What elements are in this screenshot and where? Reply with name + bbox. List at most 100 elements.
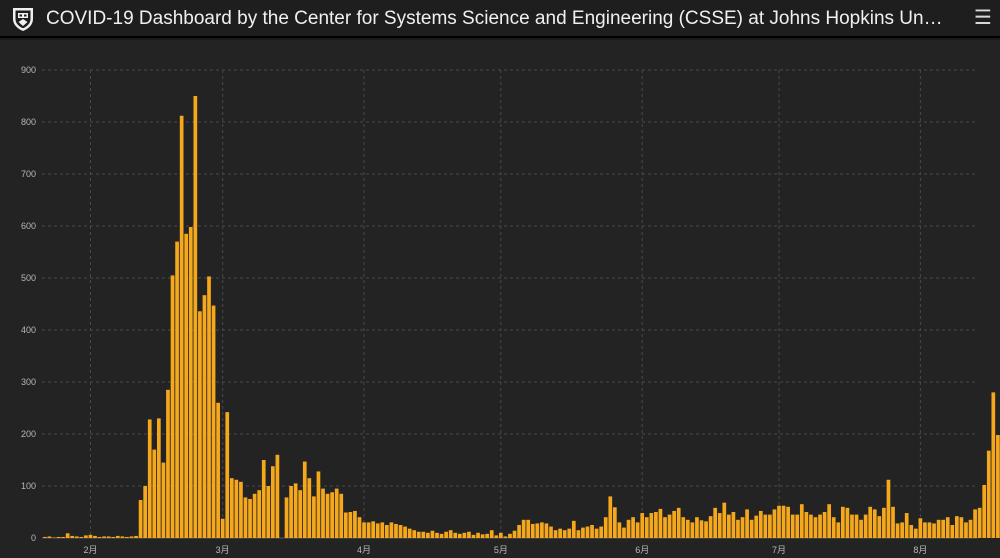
bar	[284, 497, 289, 538]
bar	[489, 530, 494, 538]
bar	[540, 522, 544, 538]
bar	[781, 505, 786, 538]
bar	[426, 532, 430, 538]
bar	[640, 513, 645, 538]
bar	[380, 522, 385, 538]
y-tick-label: 300	[21, 377, 36, 387]
bar	[813, 517, 818, 538]
bar	[932, 523, 936, 538]
bar	[485, 533, 490, 538]
bar	[799, 504, 804, 538]
bar	[65, 533, 70, 538]
bar	[685, 519, 690, 538]
bar	[754, 515, 759, 538]
bar	[216, 402, 220, 538]
bar	[316, 471, 321, 538]
bar	[348, 512, 353, 538]
bar	[526, 519, 531, 538]
bar	[115, 535, 120, 538]
bar	[918, 518, 923, 538]
bar	[699, 520, 704, 538]
bar	[207, 276, 211, 538]
bar	[758, 510, 763, 538]
bar	[421, 531, 426, 538]
bar	[120, 536, 125, 538]
bar	[891, 506, 895, 538]
bar	[234, 479, 239, 538]
university-shield-icon	[10, 6, 36, 32]
bar	[147, 419, 152, 538]
bar	[695, 517, 699, 538]
bar	[613, 507, 617, 538]
bar	[658, 508, 663, 538]
bar	[261, 460, 266, 538]
bar	[366, 522, 371, 538]
bar	[631, 517, 635, 538]
bar	[179, 115, 184, 538]
bar	[74, 536, 79, 538]
bar	[321, 488, 325, 538]
bar	[239, 481, 243, 538]
bar	[225, 412, 230, 538]
bar	[676, 507, 681, 538]
bar	[535, 523, 540, 538]
bar	[152, 449, 157, 538]
bar	[47, 536, 52, 538]
y-tick-label: 800	[21, 117, 36, 127]
bar	[827, 504, 832, 538]
bar	[722, 502, 727, 538]
bar	[503, 536, 508, 538]
bar	[198, 311, 202, 538]
y-tick-label: 0	[31, 533, 36, 543]
bar	[818, 514, 822, 538]
bar	[740, 517, 745, 538]
bar	[654, 512, 658, 538]
x-tick-label: 4月	[357, 545, 371, 555]
bar	[763, 514, 768, 538]
hamburger-menu-icon[interactable]: ☰	[974, 7, 992, 29]
bar	[494, 535, 499, 538]
bar	[544, 523, 549, 538]
bar	[836, 522, 841, 538]
bar	[106, 536, 111, 538]
bar	[170, 275, 175, 538]
bar	[850, 514, 854, 538]
bar	[357, 517, 362, 538]
bar	[312, 496, 316, 538]
bar	[973, 509, 977, 538]
bar	[79, 536, 84, 538]
bar	[530, 523, 535, 538]
bar	[626, 519, 631, 538]
bar	[161, 462, 166, 538]
bar	[895, 523, 900, 538]
bar	[558, 528, 562, 538]
bar	[508, 533, 512, 538]
bar	[845, 507, 850, 538]
bar	[52, 537, 56, 538]
bar	[298, 490, 303, 538]
bar	[955, 516, 959, 538]
y-tick-label: 100	[21, 481, 36, 491]
bar	[786, 506, 790, 538]
bar	[129, 536, 134, 538]
bar	[809, 514, 813, 538]
bar	[923, 522, 927, 538]
bar	[959, 517, 964, 538]
bar	[882, 507, 886, 538]
bar	[125, 536, 129, 538]
bar	[394, 523, 398, 538]
bar	[325, 493, 330, 538]
bar	[900, 522, 904, 538]
bar	[599, 526, 604, 538]
x-tick-label: 2月	[83, 545, 97, 555]
bar	[97, 536, 102, 538]
bar	[88, 534, 93, 538]
bar	[275, 454, 280, 538]
bar	[307, 478, 312, 538]
bar	[457, 533, 462, 538]
bar	[727, 514, 731, 538]
bar	[398, 525, 403, 538]
bar	[553, 530, 558, 538]
bar	[56, 536, 61, 538]
bar	[772, 509, 777, 538]
